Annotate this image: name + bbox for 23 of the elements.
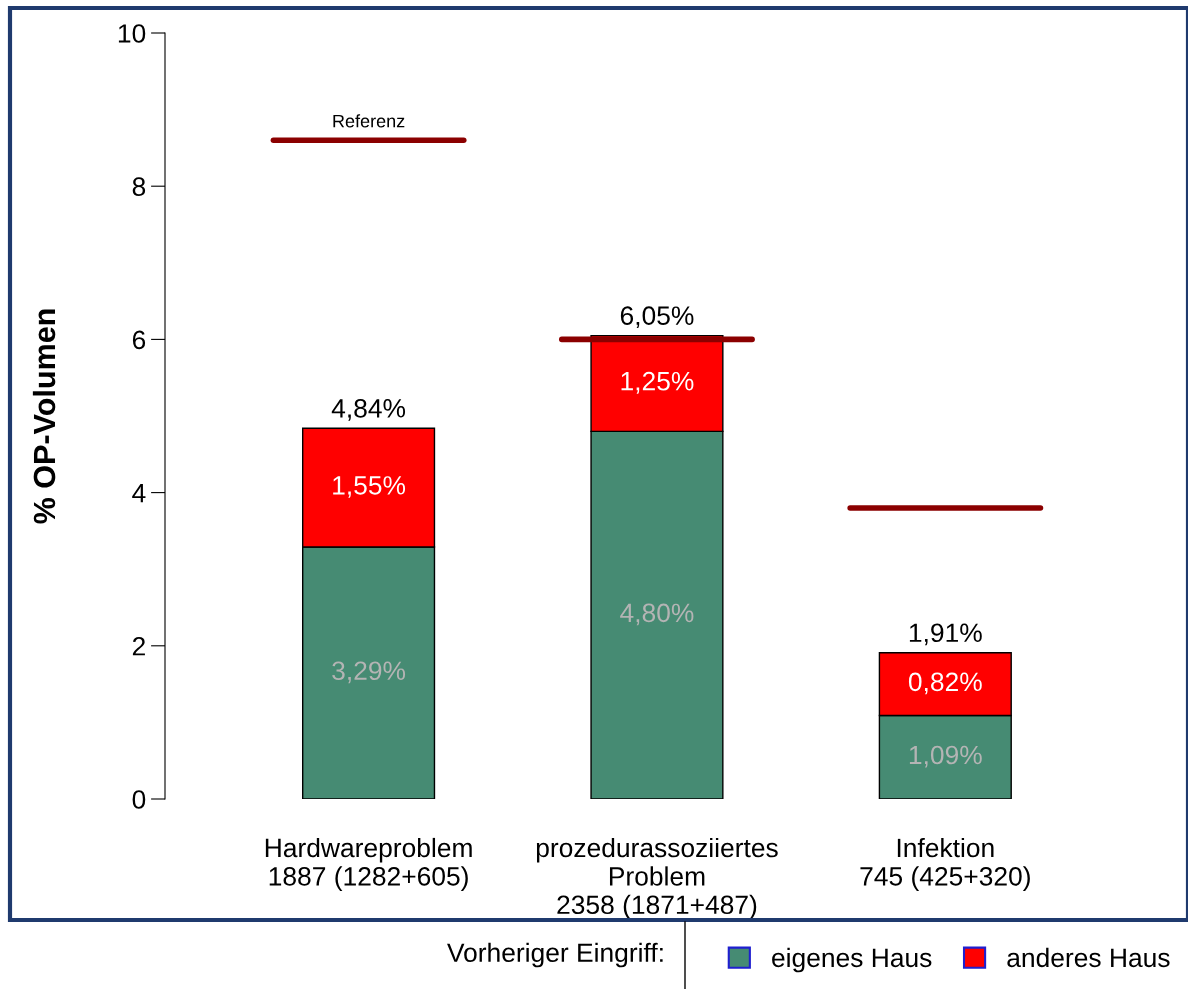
legend-label: anderes Haus	[1007, 947, 1170, 968]
x-tick-label: Hardwareproblem 1887 (1282+605)	[265, 837, 472, 891]
data-label: 1,09%	[909, 745, 982, 768]
y-tick-label: 4	[132, 484, 146, 503]
data-label: 1,55%	[333, 476, 406, 498]
y-tick-label: 0	[132, 790, 146, 809]
legend-title: Vorheriger Eingriff:	[447, 942, 663, 968]
total-label: 6,05%	[620, 306, 694, 329]
y-tick-label: 6	[132, 330, 146, 350]
x-tick-label: prozedurassoziiertes Problem 2358 (1871+487)	[536, 837, 778, 920]
total-label: 4,84%	[331, 398, 406, 421]
y-tick-label: 2	[132, 636, 145, 656]
ref-line-label: Referenz	[333, 114, 405, 128]
data-label: 4,80%	[620, 603, 694, 626]
data-label: 1,25%	[621, 371, 694, 394]
y-tick-label: 8	[132, 177, 146, 197]
legend-label: eigenes Haus	[772, 947, 932, 973]
data-label: 0,82%	[908, 672, 982, 695]
data-label: 3,29%	[332, 661, 406, 684]
total-label: 1,91%	[909, 623, 982, 646]
y-tick-label: 10	[118, 24, 146, 43]
y-axis-title: % OP-Volumen	[32, 309, 56, 524]
x-tick-label: Infektion 745 (425+320)	[860, 837, 1030, 891]
